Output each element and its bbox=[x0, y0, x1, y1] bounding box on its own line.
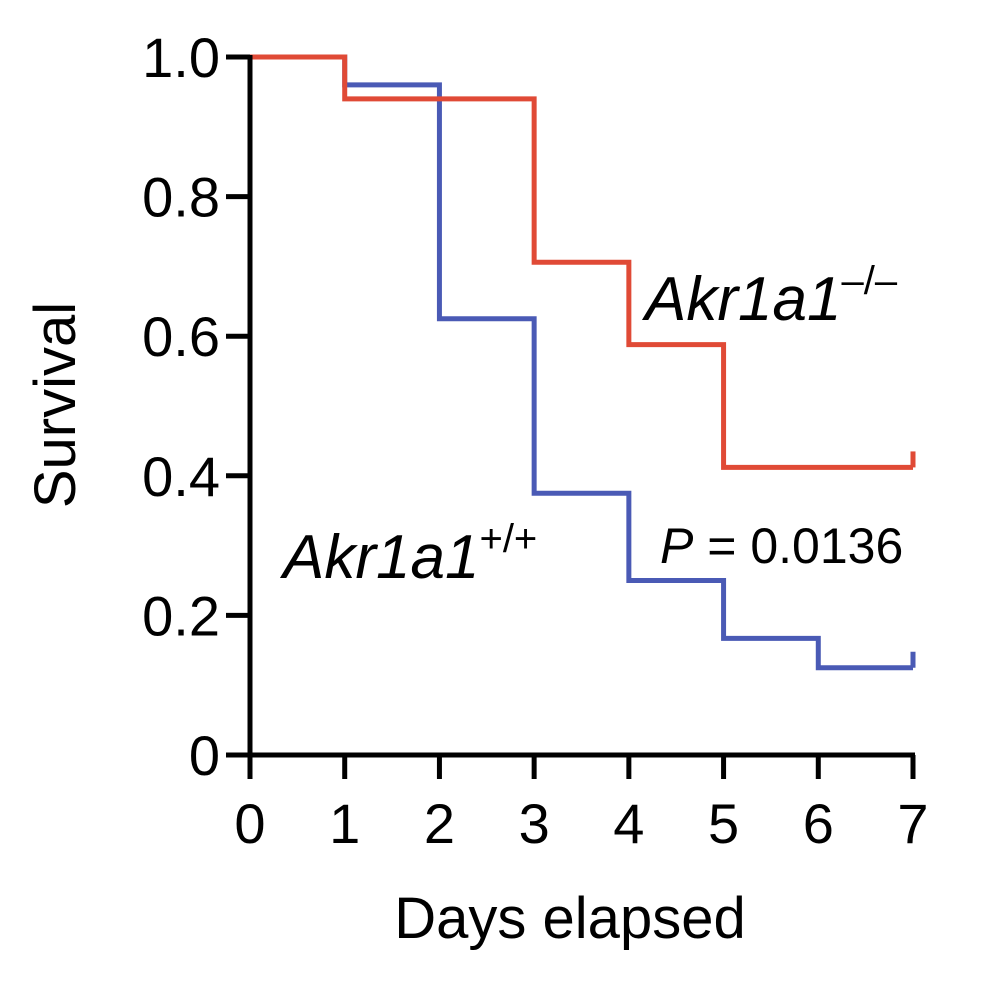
p-value-annotation: P = 0.0136 bbox=[660, 518, 903, 574]
survival-curve-knockout bbox=[250, 54, 913, 470]
y-tick-label: 0.6 bbox=[142, 305, 220, 368]
x-tick-label: 0 bbox=[234, 792, 265, 855]
x-tick-label: 7 bbox=[897, 792, 928, 855]
x-tick-label: 6 bbox=[803, 792, 834, 855]
p-value-symbol: P bbox=[660, 518, 694, 574]
y-tick-label: 0 bbox=[189, 724, 220, 787]
x-tick-label: 2 bbox=[424, 792, 455, 855]
y-tick-label: 0.8 bbox=[142, 166, 220, 229]
series-label-wildtype-name: Akr1a1 bbox=[279, 523, 479, 592]
x-axis-title: Days elapsed bbox=[394, 886, 745, 951]
x-tick-label: 1 bbox=[329, 792, 360, 855]
p-value-text: = 0.0136 bbox=[693, 518, 903, 574]
series-label-knockout: Akr1a1–/– bbox=[641, 259, 898, 334]
plot-area bbox=[250, 54, 916, 671]
y-ticks: 0 0.2 0.4 0.6 0.8 1.0 bbox=[142, 26, 250, 787]
series-label-knockout-name: Akr1a1 bbox=[641, 265, 841, 334]
series-label-knockout-genotype: –/– bbox=[841, 259, 897, 303]
x-tick-label: 3 bbox=[519, 792, 550, 855]
series-label-wildtype: Akr1a1+/+ bbox=[279, 517, 537, 592]
y-tick-label: 0.4 bbox=[142, 445, 220, 508]
x-tick-label: 5 bbox=[708, 792, 739, 855]
axes bbox=[247, 55, 915, 758]
y-tick-label: 0.2 bbox=[142, 584, 220, 647]
y-axis-title: Survival bbox=[23, 302, 88, 508]
survival-curve-wildtype bbox=[250, 54, 913, 671]
series-label-wildtype-genotype: +/+ bbox=[479, 517, 537, 561]
x-tick-label: 4 bbox=[613, 792, 644, 855]
y-tick-label: 1.0 bbox=[142, 26, 220, 89]
